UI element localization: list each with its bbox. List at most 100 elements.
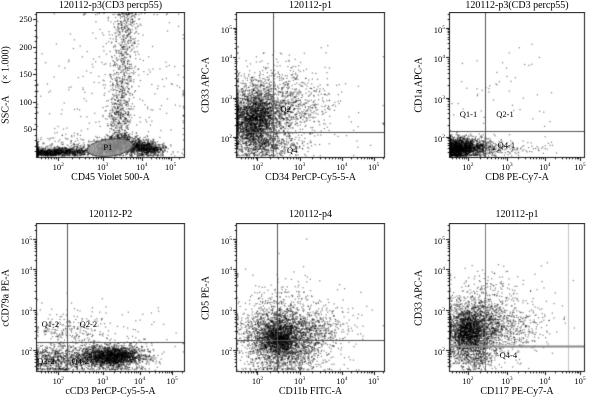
plot-area: Q1-2 Q2-2 Q3-2 Q4-2 — [30, 223, 186, 377]
y-axis-label: CD33 APC-A — [201, 57, 212, 113]
x-tick-label: 102 — [251, 375, 264, 386]
x-tick-label: 103 — [501, 375, 513, 386]
flow-plot-cd117-cd33: 120112-p1 CD33 APC-A Q4-4 CD117 PE-Cy7-A… — [400, 200, 600, 401]
y-tick-label: 102 — [433, 347, 445, 358]
scatter-canvas — [443, 223, 586, 377]
gate-label: Q1-2 — [41, 319, 60, 330]
flow-plot-ccd3-ccd79a: 120112-P2 cCD79a PE-A Q1-2 Q2-2 Q3-2 Q4-2 c… — [0, 200, 200, 401]
x-tick-label: 102 — [251, 161, 264, 172]
plot-title: 120112-p1 — [289, 0, 332, 11]
x-tick-label: 103 — [501, 161, 513, 172]
y-tick-label: 102 — [220, 133, 232, 144]
x-tick-label: 104 — [133, 375, 146, 386]
x-tick-label: 103 — [294, 375, 306, 386]
plot-area: Q1-1 Q2-1 Q4-1 — [443, 12, 586, 163]
gate-label: Q1-1 — [459, 108, 478, 119]
y-axis-scale-suffix: (× 1.000) — [0, 46, 12, 84]
y-tick-label: 103 — [433, 307, 445, 318]
y-tick-label: 103 — [433, 94, 445, 105]
x-axis-label: CD34 PerCP-Cy5-5-A — [265, 172, 356, 183]
y-tick-label: 50 — [23, 124, 33, 135]
y-axis-label-text: cCD79a PE-A — [0, 268, 12, 327]
y-axis-label-text: CD33 APC-A — [200, 57, 212, 113]
scatter-canvas — [30, 223, 186, 377]
gate-label: Q4 — [287, 144, 298, 155]
x-tick-label: 105 — [574, 161, 586, 172]
y-tick-label: 103 — [220, 307, 232, 318]
x-axis-label: CD117 PE-Cy7-A — [480, 386, 554, 397]
plot-area — [230, 223, 386, 377]
scatter-canvas — [30, 12, 186, 163]
y-tick-label: 105 — [220, 24, 232, 35]
y-axis-label-text: SSC-A — [0, 95, 12, 124]
y-tick-label: 102 — [220, 347, 232, 358]
x-tick-label: 102 — [52, 375, 64, 386]
x-tick-label: 105 — [368, 375, 380, 386]
gate-label: Q4-4 — [499, 349, 518, 360]
x-tick-label: 104 — [336, 161, 348, 172]
flow-plot-cd11b-cd5: 120112-p4 CD5 PE-A CD11b FITC-A 102 103 10… — [200, 200, 400, 401]
x-tick-label: 104 — [136, 161, 148, 172]
y-tick-label: 105 — [20, 236, 32, 247]
x-axis-label: CD45 Violet 500-A — [71, 172, 150, 183]
plot-area: P1 — [30, 12, 186, 163]
x-axis-label: CD11b FITC-A — [278, 386, 343, 397]
x-tick-label: 105 — [166, 375, 178, 386]
gate-label: Q3-2 — [37, 355, 55, 366]
scatter-canvas — [230, 223, 386, 377]
plot-title: 120112-p1 — [495, 209, 539, 220]
gate-label: Q2-1 — [496, 108, 514, 119]
flow-plot-cd8-cd1a: 120112-p3(CD3 percp55) CD1a APC-A Q1-1 Q2… — [400, 0, 600, 200]
plot-area: Q4-4 — [443, 223, 586, 377]
y-axis-label-text: CD33 APC-A — [413, 269, 425, 326]
y-axis-label: cCD79a PE-A — [1, 269, 12, 327]
x-tick-label: 105 — [165, 161, 177, 172]
y-tick-label: 104 — [433, 265, 445, 276]
scatter-canvas — [443, 12, 586, 163]
x-axis-label: CD8 PE-Cy7-A — [485, 172, 549, 183]
y-tick-label: 104 — [20, 265, 32, 276]
plot-title: 120112-P2 — [88, 209, 133, 220]
x-tick-label: 102 — [462, 161, 474, 172]
y-tick-label: 250 — [19, 14, 32, 25]
y-tick-label: 100 — [19, 96, 32, 107]
plot-title: 120112-p4 — [289, 209, 332, 220]
y-tick-label: 103 — [220, 94, 232, 105]
x-tick-label: 103 — [96, 375, 109, 386]
x-tick-label: 102 — [462, 375, 474, 386]
gate-label: Q2 — [280, 103, 291, 114]
x-tick-label: 104 — [336, 375, 348, 386]
plot-title: 120112-p3(CD3 percp55) — [58, 0, 163, 11]
y-axis-label-text: CD5 PE-A — [200, 275, 212, 320]
x-tick-label: 105 — [368, 161, 380, 172]
flow-plot-cd34-cd33: 120112-p1 CD33 APC-A Q2 Q4 CD34 PerCP-Cy5… — [200, 0, 400, 200]
x-tick-label: 105 — [574, 375, 586, 386]
x-tick-label: 103 — [294, 161, 306, 172]
y-tick-label: 150 — [19, 69, 32, 80]
gate-label: Q2-2 — [79, 319, 98, 330]
gate-label: Q4-1 — [497, 139, 516, 150]
plot-title: 120112-p3(CD3 percp55) — [465, 0, 569, 11]
y-tick-label: 102 — [433, 133, 445, 144]
plot-area: Q2 Q4 — [230, 12, 386, 163]
x-tick-label: 104 — [539, 375, 551, 386]
y-tick-label: 104 — [433, 53, 445, 64]
gate-label: P1 — [103, 141, 113, 152]
scatter-canvas — [230, 12, 386, 163]
x-tick-label: 103 — [96, 161, 109, 172]
y-axis-label: CD1a APC-A — [414, 57, 425, 112]
gate-label: Q4-2 — [71, 355, 89, 366]
x-tick-label: 104 — [539, 161, 551, 172]
y-axis-label: CD33 APC-A — [414, 270, 425, 326]
x-axis-label: cCD3 PerCP-Cy5-5-A — [65, 386, 156, 397]
y-tick-label: 104 — [220, 53, 232, 64]
y-tick-label: 105 — [433, 236, 445, 247]
y-tick-label: 105 — [220, 236, 232, 247]
y-axis-label: SSC-A (× 1.000) — [1, 46, 12, 124]
y-tick-label: 103 — [20, 307, 32, 318]
flow-plot-cd45-ssc: 120112-p3(CD3 percp55) SSC-A (× 1.000) P1… — [0, 0, 200, 200]
y-tick-label: 104 — [220, 265, 232, 276]
y-tick-label: 200 — [19, 41, 32, 52]
y-tick-label: 105 — [433, 24, 445, 35]
